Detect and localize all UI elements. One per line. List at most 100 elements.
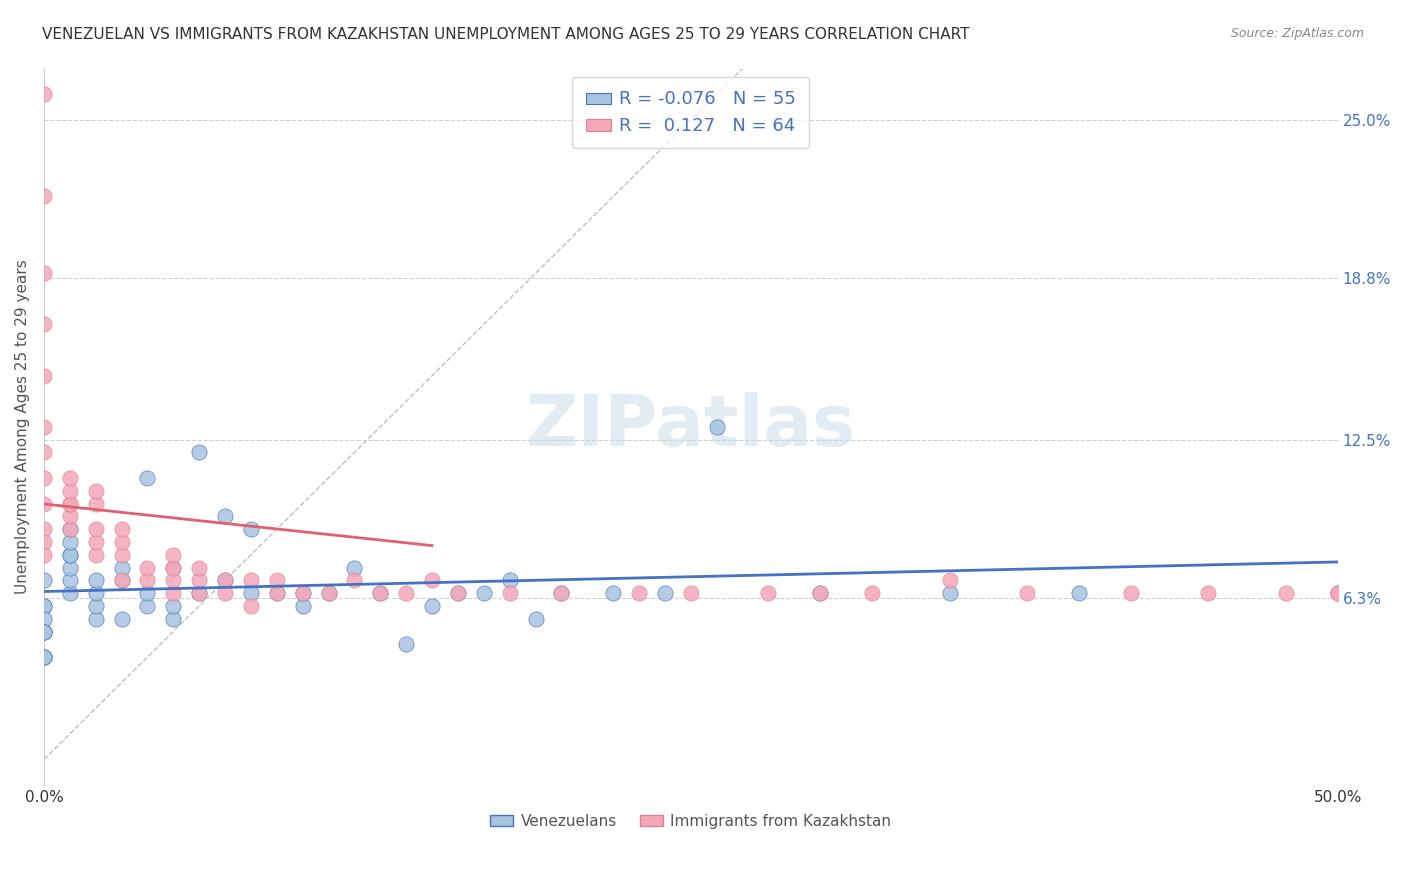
Point (136, 599, 159, 613)
Point (32, 624, 55, 639)
Point (32, 318, 55, 332)
Point (654, 586, 676, 600)
Point (602, 586, 624, 600)
Point (550, 586, 572, 600)
Point (291, 599, 314, 613)
Legend: Venezuelans, Immigrants from Kazakhstan: Venezuelans, Immigrants from Kazakhstan (484, 807, 897, 835)
Point (266, 586, 288, 600)
Point (32, 189, 55, 203)
Point (110, 522, 132, 536)
Point (32, 548, 55, 562)
Point (214, 586, 236, 600)
Point (239, 586, 262, 600)
Point (59, 522, 82, 536)
Point (84, 548, 107, 562)
Point (214, 574, 236, 588)
Point (59, 548, 82, 562)
Point (32, 599, 55, 613)
Point (1197, 586, 1219, 600)
Point (32, 574, 55, 588)
Point (59, 535, 82, 549)
Point (32, 445, 55, 459)
Point (162, 599, 184, 613)
Point (136, 586, 159, 600)
Point (59, 509, 82, 524)
Point (110, 548, 132, 562)
Point (1326, 586, 1348, 600)
Point (136, 560, 159, 574)
Point (59, 560, 82, 574)
Point (84, 586, 107, 600)
Point (32, 624, 55, 639)
Point (110, 560, 132, 574)
Point (110, 574, 132, 588)
Point (162, 612, 184, 626)
Point (499, 586, 522, 600)
Point (679, 586, 702, 600)
Text: ZIPatlas: ZIPatlas (526, 392, 856, 461)
Point (162, 586, 184, 600)
Point (59, 574, 82, 588)
Point (84, 522, 107, 536)
Point (447, 586, 470, 600)
Point (32, 599, 55, 613)
Point (59, 497, 82, 511)
Point (32, 650, 55, 665)
Point (32, 419, 55, 434)
Point (84, 599, 107, 613)
Text: VENEZUELAN VS IMMIGRANTS FROM KAZAKHSTAN UNEMPLOYMENT AMONG AGES 25 TO 29 YEARS : VENEZUELAN VS IMMIGRANTS FROM KAZAKHSTAN… (42, 27, 970, 42)
Point (706, 419, 728, 434)
Point (758, 586, 780, 600)
Point (808, 586, 831, 600)
Point (420, 574, 443, 588)
Point (266, 574, 288, 588)
Point (808, 586, 831, 600)
Point (110, 612, 132, 626)
Point (32, 471, 55, 485)
Point (84, 483, 107, 498)
Point (188, 586, 211, 600)
Point (162, 560, 184, 574)
Point (59, 497, 82, 511)
Point (32, 650, 55, 665)
Point (266, 586, 288, 600)
Point (343, 560, 366, 574)
Point (59, 586, 82, 600)
Point (162, 548, 184, 562)
Point (395, 586, 418, 600)
Point (318, 586, 340, 600)
Point (938, 586, 960, 600)
Point (32, 497, 55, 511)
Point (239, 599, 262, 613)
Point (1326, 586, 1348, 600)
Point (84, 574, 107, 588)
Point (188, 574, 211, 588)
Point (59, 471, 82, 485)
Point (550, 586, 572, 600)
Point (447, 586, 470, 600)
Point (32, 612, 55, 626)
Point (1275, 586, 1298, 600)
Point (162, 574, 184, 588)
Point (162, 560, 184, 574)
Point (239, 574, 262, 588)
Point (395, 637, 418, 651)
Point (32, 522, 55, 536)
Text: Source: ZipAtlas.com: Source: ZipAtlas.com (1230, 27, 1364, 40)
Point (32, 624, 55, 639)
Point (860, 586, 883, 600)
Point (1017, 586, 1039, 600)
Point (110, 535, 132, 549)
Point (291, 586, 314, 600)
Point (188, 560, 211, 574)
Point (499, 574, 522, 588)
Y-axis label: Unemployment Among Ages 25 to 29 years: Unemployment Among Ages 25 to 29 years (15, 260, 30, 594)
Point (1326, 586, 1348, 600)
Point (368, 586, 391, 600)
Point (136, 574, 159, 588)
Point (1119, 586, 1142, 600)
Point (59, 548, 82, 562)
Point (32, 87, 55, 102)
Point (32, 535, 55, 549)
Point (524, 612, 547, 626)
